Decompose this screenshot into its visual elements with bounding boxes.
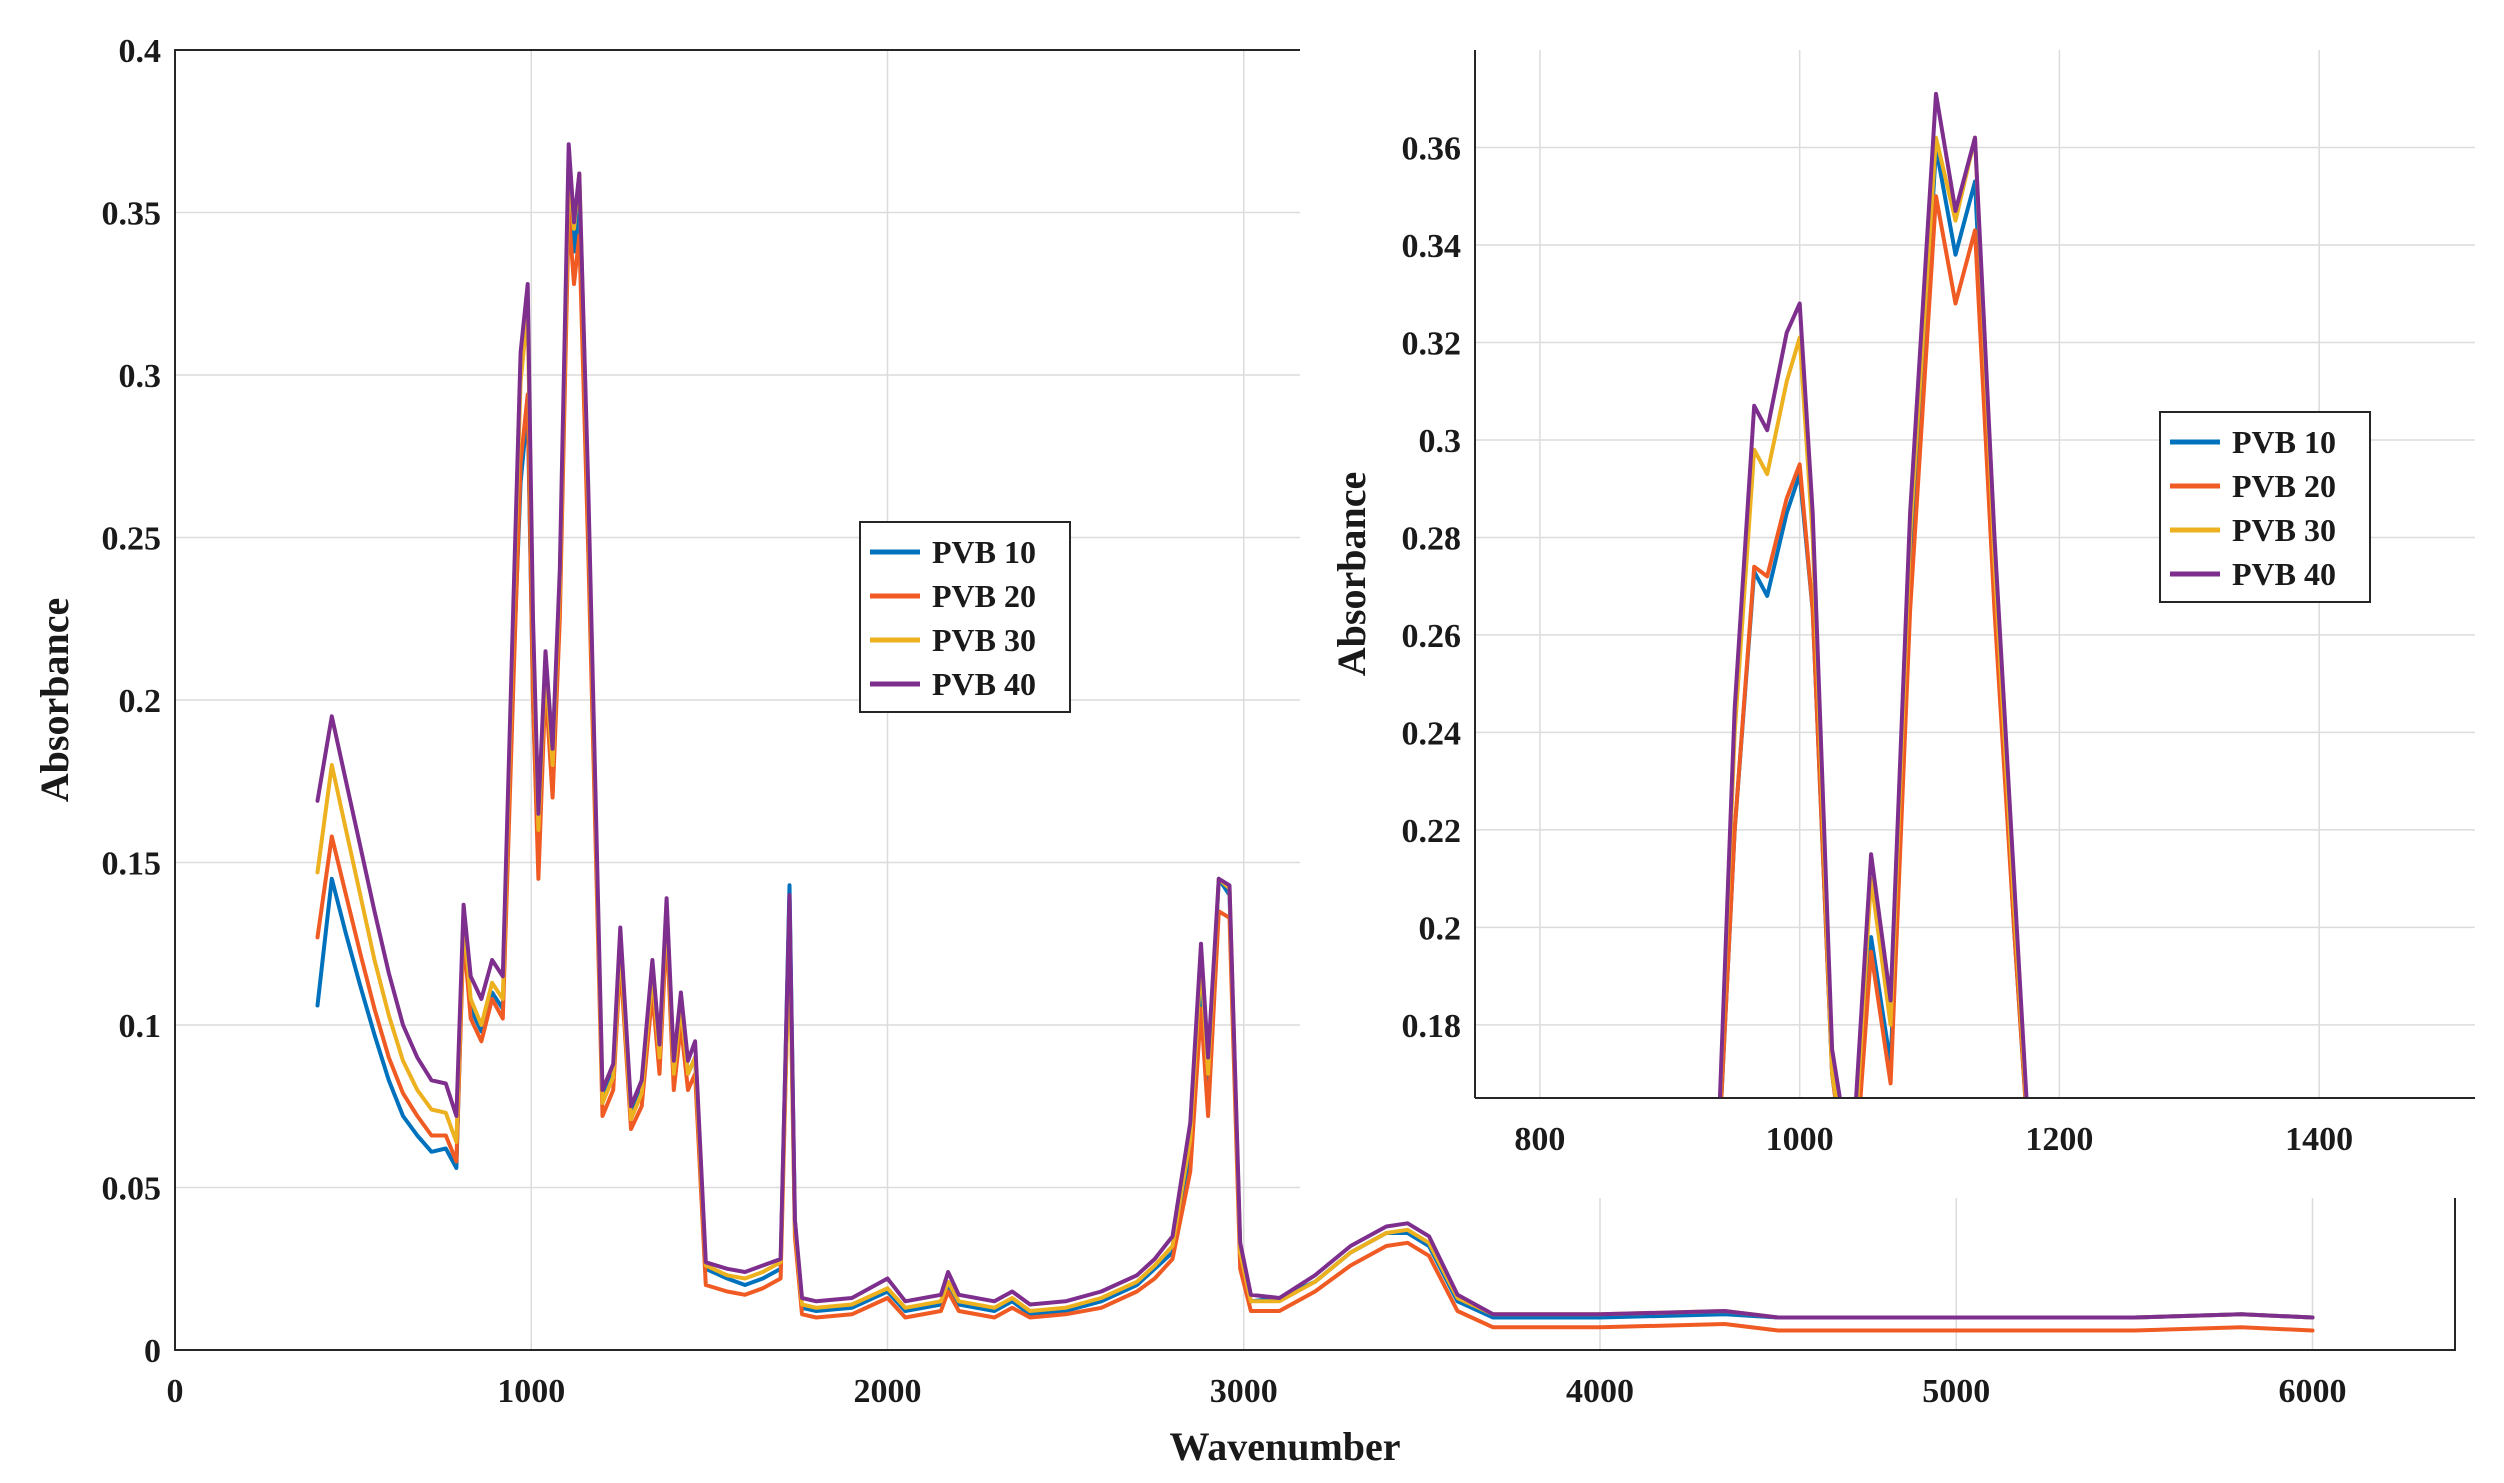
inset-y-axis-title: Absorbance [1329, 472, 1374, 676]
inset-x-tick-label-3: 1400 [2285, 1121, 2353, 1158]
inset-y-tick-label-3: 0.24 [1402, 715, 1462, 752]
inset-legend-label-pvb-10: PVB 10 [2232, 424, 2336, 460]
main-x-axis-title: Wavenumber [1169, 1424, 1400, 1469]
inset-legend: PVB 10 PVB 20 PVB 30 PVB 40 [2159, 411, 2371, 603]
main-legend-label-pvb-20: PVB 20 [932, 578, 1036, 614]
inset-axes [1474, 50, 2475, 1099]
main-y-tick-label-2: 0.1 [119, 1008, 162, 1045]
inset-x-tick-label-0: 800 [1514, 1121, 1565, 1158]
inset-y-tick-label-5: 0.28 [1402, 520, 1462, 557]
main-y-axis-title: Absorbance [32, 598, 77, 802]
inset-y-tick-label-0: 0.18 [1402, 1008, 1462, 1045]
main-x-tick-label-6: 6000 [2279, 1373, 2347, 1410]
main-x-tick-label-2: 2000 [854, 1373, 922, 1410]
inset-chart: 800 1000 1200 1400 0.18 0.2 0.22 0.24 0.26 0.28 0.… [1300, 30, 2504, 1198]
main-y-tick-label-6: 0.3 [119, 358, 162, 395]
main-legend-label-pvb-30: PVB 30 [932, 622, 1036, 658]
inset-y-tick-label-6: 0.3 [1419, 423, 1462, 460]
main-series-group [315, 142, 2315, 1333]
inset-tick-labels: 800 1000 1200 1400 0.18 0.2 0.22 0.24 0.26 0.28 0.… [1402, 130, 2354, 1158]
inset-legend-label-pvb-30: PVB 30 [2232, 512, 2336, 548]
inset-backdrop [1300, 30, 2504, 1198]
main-legend-label-pvb-10: PVB 10 [932, 534, 1036, 570]
main-series-pvb-40 [315, 142, 2315, 1320]
inset-series-pvb-20 [1719, 194, 2028, 1098]
main-y-tick-label-5: 0.25 [102, 521, 162, 558]
inset-y-tick-label-7: 0.32 [1402, 325, 1462, 362]
main-legend-label-pvb-40: PVB 40 [932, 666, 1036, 702]
main-y-tick-label-0: 0 [144, 1333, 161, 1370]
inset-y-tick-label-8: 0.34 [1402, 228, 1462, 265]
inset-y-tick-label-4: 0.26 [1402, 618, 1462, 655]
inset-y-tick-label-2: 0.22 [1402, 813, 1462, 850]
inset-x-tick-label-2: 1200 [2025, 1121, 2093, 1158]
inset-y-tick-label-1: 0.2 [1419, 910, 1462, 947]
main-series-pvb-30 [315, 171, 2315, 1320]
main-x-tick-label-5: 5000 [1922, 1373, 1990, 1410]
main-y-tick-label-7: 0.35 [102, 196, 162, 233]
main-tick-labels: 0 1000 2000 3000 4000 5000 6000 0 0.05 0.1 0.15 0.2… [102, 33, 2347, 1410]
inset-legend-label-pvb-20: PVB 20 [2232, 468, 2336, 504]
main-x-tick-label-1: 1000 [497, 1373, 565, 1410]
main-x-tick-label-0: 0 [167, 1373, 184, 1410]
main-y-tick-label-4: 0.2 [119, 683, 162, 720]
inset-y-tick-label-9: 0.36 [1402, 130, 1462, 167]
main-x-tick-label-4: 4000 [1566, 1373, 1634, 1410]
inset-series-group [1717, 91, 2029, 1098]
main-legend: PVB 10 PVB 20 PVB 30 PVB 40 [859, 521, 1071, 713]
inset-series-pvb-40 [1717, 91, 2029, 1098]
main-y-tick-label-1: 0.05 [102, 1171, 162, 1208]
inset-legend-label-pvb-40: PVB 40 [2232, 556, 2336, 592]
main-x-tick-label-3: 3000 [1210, 1373, 1278, 1410]
main-y-tick-label-3: 0.15 [102, 846, 162, 883]
main-y-tick-label-8: 0.4 [119, 33, 162, 70]
main-series-pvb-20 [315, 210, 2315, 1333]
inset-x-tick-label-1: 1000 [1766, 1121, 1834, 1158]
